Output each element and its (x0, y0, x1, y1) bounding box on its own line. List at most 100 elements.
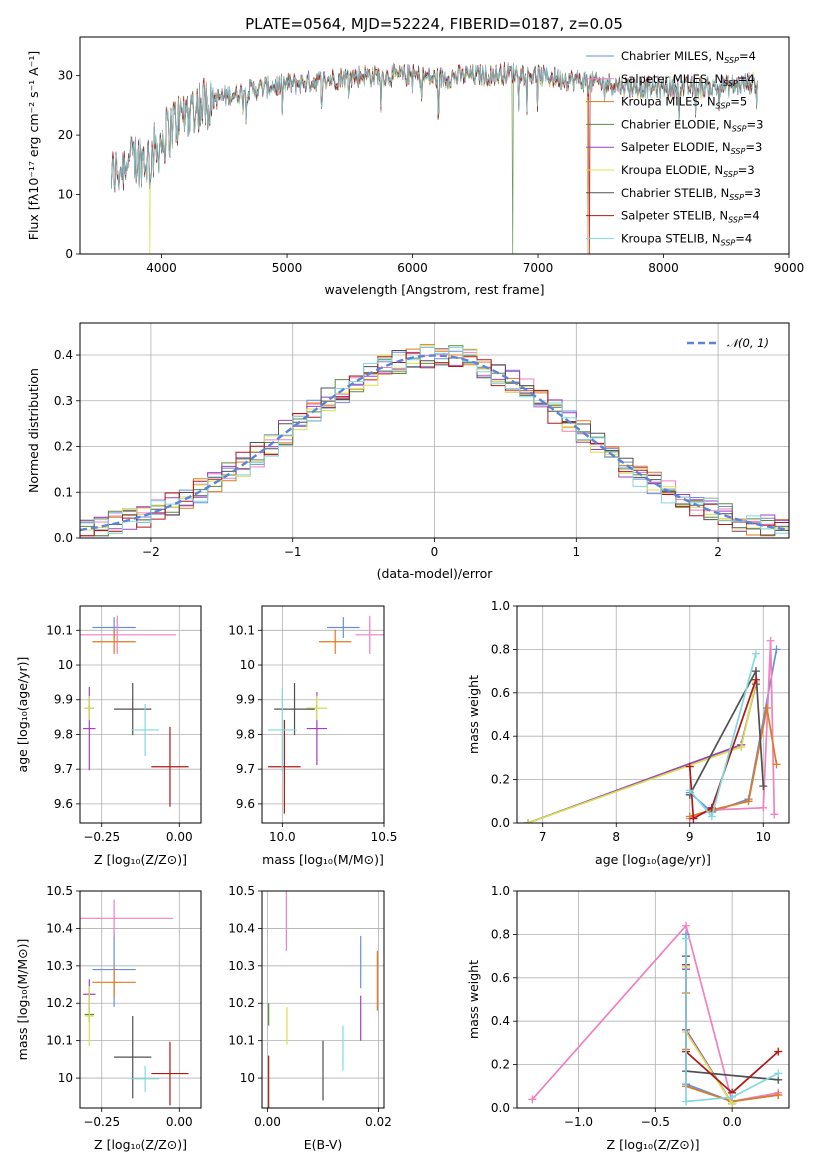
y-tick-label: 9.7 (54, 762, 73, 776)
weight-marker (685, 762, 694, 771)
legend-suffix: =3 (738, 163, 755, 177)
y-tick-label: 10.1 (46, 1034, 73, 1048)
errorbar-point-salpeter_miles (80, 899, 174, 938)
legend-suffix: =4 (738, 72, 755, 86)
errorbar-point-kroupa_stelib (268, 688, 297, 772)
legend-label: Kroupa ELODIE, N (621, 163, 723, 177)
errorbar-group (80, 899, 189, 1106)
legend-suffix: =4 (739, 49, 756, 63)
spectrum-series-kroupa_stelib (111, 62, 758, 191)
y-tick-label: 10.5 (228, 884, 255, 898)
weight-marker (524, 819, 533, 823)
weight-marker (751, 649, 760, 658)
weight-marker (682, 934, 691, 943)
y-tick-label: 10.5 (46, 884, 73, 898)
y-tick-label: 9.8 (54, 727, 73, 741)
legend-suffix: =4 (735, 231, 752, 245)
y-axis-label: mass weight (466, 960, 481, 1039)
y-tick-label: 0 (65, 247, 73, 261)
histogram-kroupa_stelib (80, 346, 789, 534)
axes-frame (261, 890, 385, 1109)
panel-age_vs_Z: −0.25 0.00 9.6 9.7 9.8 9.9 10 10.1 Z [log₁₀(Z/Z⊙… (15, 605, 202, 867)
panel-weight_vs_Z: −1.0 −0.5 0.0 0.0 0.2 0.4 0.6 0.8 1.0 Z [log₁₀(Z/… (466, 884, 790, 1152)
y-tick-label: 10.2 (228, 996, 255, 1010)
y-tick-label: 0.4 (54, 348, 73, 362)
errorbar-point-kroupa_stelib (131, 703, 160, 756)
y-tick-label: 10 (240, 658, 255, 672)
legend-suffix: =5 (730, 95, 747, 109)
x-axis-label: age [log₁₀(age/yr)] (595, 852, 711, 867)
y-tick-label: 20 (58, 128, 73, 142)
errorbar-point-kroupa_elodie (84, 986, 94, 1046)
y-tick-label: 10.3 (228, 959, 255, 973)
legend-label: 𝒩(0, 1) (727, 336, 769, 350)
legend-subscript: SSP (729, 193, 744, 202)
y-tick-label: 1.0 (491, 884, 510, 898)
weight-marker (685, 786, 694, 795)
weight-marker (744, 797, 753, 806)
legend-label: Salpeter STELIB, N (621, 209, 728, 223)
x-tick-label: 8 (612, 830, 620, 844)
x-tick-label: 10.5 (371, 830, 398, 844)
errorbar-point-kroupa_miles (92, 629, 136, 654)
y-tick-label: 9.6 (236, 797, 255, 811)
y-axis-label: age [log₁₀(age/yr)] (15, 657, 30, 773)
y-tick-label: 9.8 (236, 727, 255, 741)
panel-residuals: −2 −1 0 1 2 0.0 0.1 0.2 0.3 0.4 (data-model)/error… (26, 322, 790, 581)
x-axis-label: E(B-V) (304, 1137, 343, 1152)
weight-marker (772, 645, 781, 654)
axes-frame (516, 890, 790, 1109)
y-tick-label: 10 (58, 1071, 73, 1085)
legend-subscript: SSP (723, 79, 738, 88)
errorbar-point-kroupa_elodie (306, 695, 328, 721)
grid-lines (80, 606, 201, 823)
legend-entry: Kroupa MILES, NSSP=5 (621, 95, 747, 111)
x-tick-label: 9000 (774, 261, 805, 275)
errorbar-point-chabrier_stelib (274, 683, 315, 736)
errorbar-point-salpeter_stelib (151, 1041, 189, 1106)
weight-marker (770, 810, 779, 819)
legend-entry: Chabrier STELIB, NSSP=3 (621, 186, 761, 202)
weight-marker (751, 675, 760, 684)
weight-marker (528, 1095, 537, 1104)
y-tick-label: 0.0 (54, 531, 73, 545)
legend-entry: Chabrier ELODIE, NSSP=3 (621, 117, 763, 133)
y-tick-label: 0.2 (54, 440, 73, 454)
y-tick-label: 10.1 (46, 623, 73, 637)
axes-frame (516, 605, 790, 824)
weight-marker (772, 760, 781, 769)
legend-label: Kroupa MILES, N (621, 95, 716, 109)
legend-label: Chabrier ELODIE, N (621, 117, 732, 131)
errorbar-point-salpeter_stelib (151, 726, 189, 807)
legend-entry: Kroupa STELIB, NSSP=4 (621, 231, 752, 247)
y-tick-label: 0.3 (54, 394, 73, 408)
y-tick-label: 9.7 (236, 762, 255, 776)
legend-subscript: SSP (724, 56, 739, 65)
x-tick-label: 0.02 (365, 1115, 392, 1129)
weight-series-kroupa_elodie (685, 967, 733, 1105)
x-axis-label: Z [log₁₀(Z/Z⊙)] (607, 1137, 700, 1152)
y-tick-label: 1.0 (491, 599, 510, 613)
x-tick-label: 0 (431, 545, 439, 559)
errorbar-point-chabrier_miles (327, 617, 360, 638)
axes-frame (79, 36, 790, 255)
y-tick-label: 10.4 (228, 921, 255, 935)
legend-subscript: SSP (716, 102, 731, 111)
legend-subscript: SSP (732, 124, 747, 133)
weight-marker (774, 1069, 783, 1078)
errorbar-group (80, 615, 189, 807)
x-tick-label: −0.25 (83, 1115, 120, 1129)
legend-entry: Salpeter MILES, NSSP=4 (621, 72, 755, 88)
x-tick-label: 0.00 (254, 1115, 281, 1129)
y-tick-label: 10 (240, 1071, 255, 1085)
x-axis-label: Z [log₁₀(Z/Z⊙)] (94, 1137, 187, 1152)
errorbar-point-salpeter_miles (355, 615, 384, 654)
weight-marker (774, 1047, 783, 1056)
y-axis-label: mass weight (466, 675, 481, 754)
weight-marker (737, 743, 746, 752)
panel-weight_vs_age: 7 8 9 10 0.0 0.2 0.4 0.6 0.8 1.0 age [log₁₀(age/yr… (466, 599, 790, 867)
weight-marker (689, 814, 698, 823)
x-tick-label: 8000 (648, 261, 679, 275)
weight-marker (728, 1093, 737, 1102)
y-tick-label: 10.1 (228, 1034, 255, 1048)
